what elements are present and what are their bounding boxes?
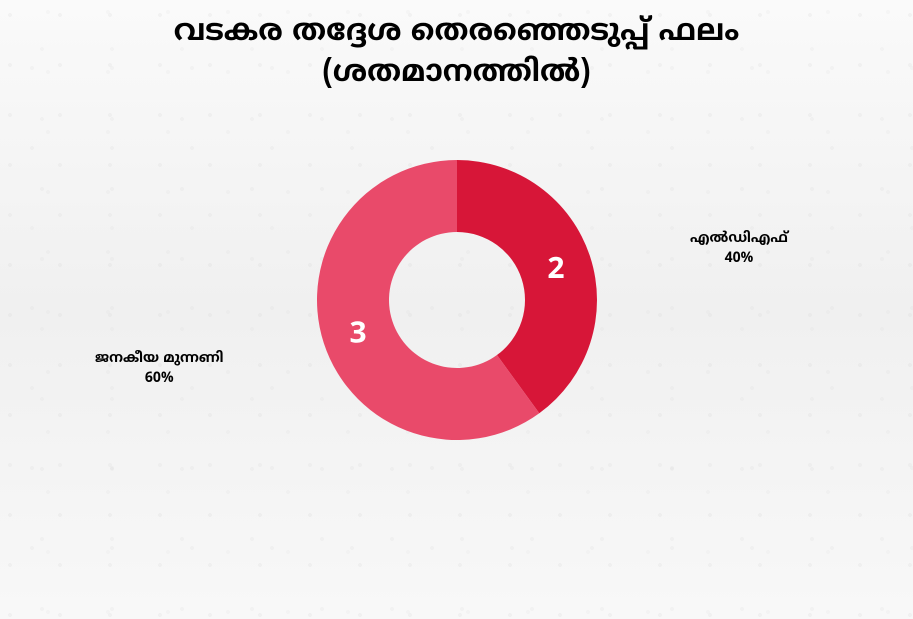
donut-chart-container: 23: [317, 160, 597, 440]
slice-label-janakeeyamunnani: ജനകീയ മുന്നണി 60%: [95, 350, 223, 389]
slice-percentage: 40%: [690, 250, 788, 270]
slice-label-ldf: എൽഡിഎഫ് 40%: [690, 230, 788, 269]
donut-seat-label-1: 3: [349, 317, 366, 354]
title-line1: വടകര തദ്ദേശ തെരഞ്ഞെടുപ്പ് ഫലം: [0, 14, 913, 55]
donut-seat-label-0: 2: [547, 253, 564, 290]
slice-percentage: 60%: [95, 370, 223, 390]
chart-title: വടകര തദ്ദേശ തെരഞ്ഞെടുപ്പ് ഫലം (ശതമാനത്തി…: [0, 0, 913, 95]
slice-name: എൽഡിഎഫ്: [690, 230, 788, 250]
slice-name: ജനകീയ മുന്നണി: [95, 350, 223, 370]
donut-chart: 23: [317, 160, 597, 440]
title-line2: (ശതമാനത്തിൽ): [0, 55, 913, 96]
